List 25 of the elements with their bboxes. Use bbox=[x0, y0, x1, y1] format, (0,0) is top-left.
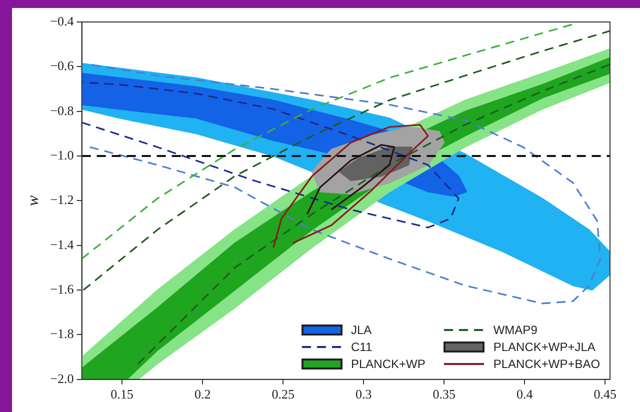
y-tick-label: −0.8 bbox=[50, 102, 74, 118]
x-tick-label: 0.15 bbox=[110, 386, 134, 402]
line-series bbox=[82, 23, 574, 260]
y-tick-label: −1.6 bbox=[50, 281, 74, 296]
legend-label: PLANCK+WP+JLA bbox=[493, 340, 596, 354]
legend-label: JLA bbox=[351, 323, 372, 338]
x-tick-label: 0.45 bbox=[594, 386, 617, 402]
y-tick-label: −1.4 bbox=[50, 236, 74, 252]
legend-label: PLANCK+WP bbox=[351, 357, 426, 372]
legend-label: C11 bbox=[351, 340, 372, 354]
line-series bbox=[82, 82, 460, 228]
y-axis-title: w bbox=[24, 195, 42, 206]
y-tick-label: −1.2 bbox=[50, 192, 74, 208]
x-tick-label: 0.3 bbox=[355, 386, 372, 402]
y-tick-label: −1.8 bbox=[50, 326, 74, 342]
x-tick-label: 0.4 bbox=[516, 386, 534, 402]
y-tick-label: −2.0 bbox=[50, 370, 74, 386]
y-tick-label: −0.4 bbox=[50, 13, 74, 28]
legend-label: PLANCK+WP+BAO bbox=[493, 357, 600, 372]
y-tick-label: −1.0 bbox=[50, 147, 74, 162]
legend-label: WMAP9 bbox=[493, 323, 538, 338]
x-tick-label: 0.25 bbox=[272, 386, 294, 402]
x-tick-label: 0.2 bbox=[194, 386, 211, 402]
x-tick-label: 0.35 bbox=[432, 386, 456, 402]
y-tick-label: −0.6 bbox=[50, 58, 74, 74]
